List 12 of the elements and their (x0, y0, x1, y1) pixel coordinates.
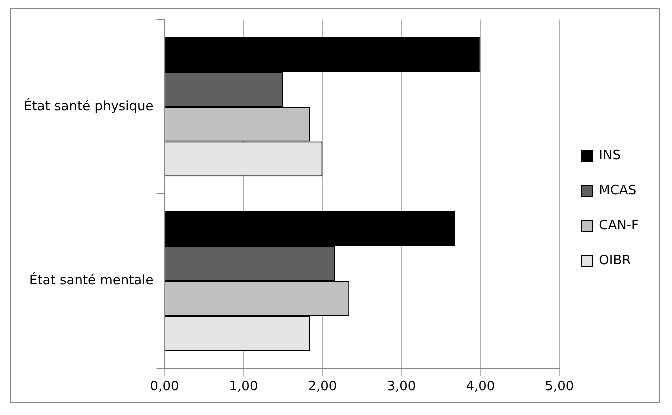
legend-label: INS (599, 148, 621, 164)
legend-label: OIBR (599, 253, 632, 268)
x-tick-label: 5,00 (545, 380, 574, 395)
y-tick-label: État santé physique (24, 97, 154, 114)
legend-label: CAN-F (599, 218, 640, 234)
x-tick-label: 1,00 (229, 380, 258, 395)
legend-label: MCAS (599, 183, 637, 198)
x-tick-label: 2,00 (308, 380, 338, 395)
y-tick-label: État santé mentale (29, 272, 154, 289)
x-tick-label: 0,00 (150, 380, 180, 395)
x-tick-label: 4,00 (466, 380, 496, 395)
x-tick-label: 3,00 (387, 380, 416, 395)
